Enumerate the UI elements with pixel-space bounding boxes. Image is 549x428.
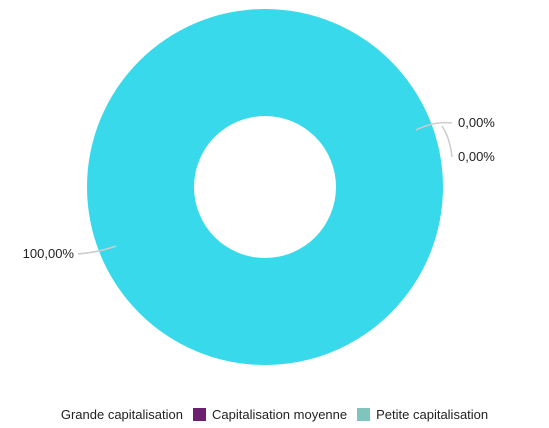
legend-swatch-moyenne (192, 407, 206, 421)
leader-petite (441, 125, 453, 158)
legend-label-moyenne: Capitalisation moyenne (211, 406, 348, 422)
legend: Grande capitalisation Capitalisation moy… (0, 404, 549, 424)
legend-item-moyenne[interactable]: Capitalisation moyenne (192, 406, 348, 422)
legend-label-petite: Petite capitalisation (376, 406, 489, 422)
legend-swatch-petite (357, 407, 371, 421)
legend-item-petite[interactable]: Petite capitalisation (357, 407, 488, 422)
leader-moyenne (415, 121, 453, 131)
data-label-grande: 100,00% (23, 246, 75, 261)
donut-chart: 100,00% 0,00% 0,00% (23, 9, 496, 365)
slice-grande[interactable] (87, 9, 443, 365)
data-label-petite: 0,00% (458, 149, 495, 164)
slices (87, 9, 443, 365)
label-leaders (77, 121, 453, 255)
data-label-moyenne: 0,00% (458, 115, 495, 130)
legend-item-grande[interactable]: Grande capitalisation (61, 407, 183, 422)
legend-label-grande: Grande capitalisation (60, 406, 183, 422)
leader-grande (77, 245, 117, 255)
data-labels: 100,00% 0,00% 0,00% (23, 115, 496, 261)
